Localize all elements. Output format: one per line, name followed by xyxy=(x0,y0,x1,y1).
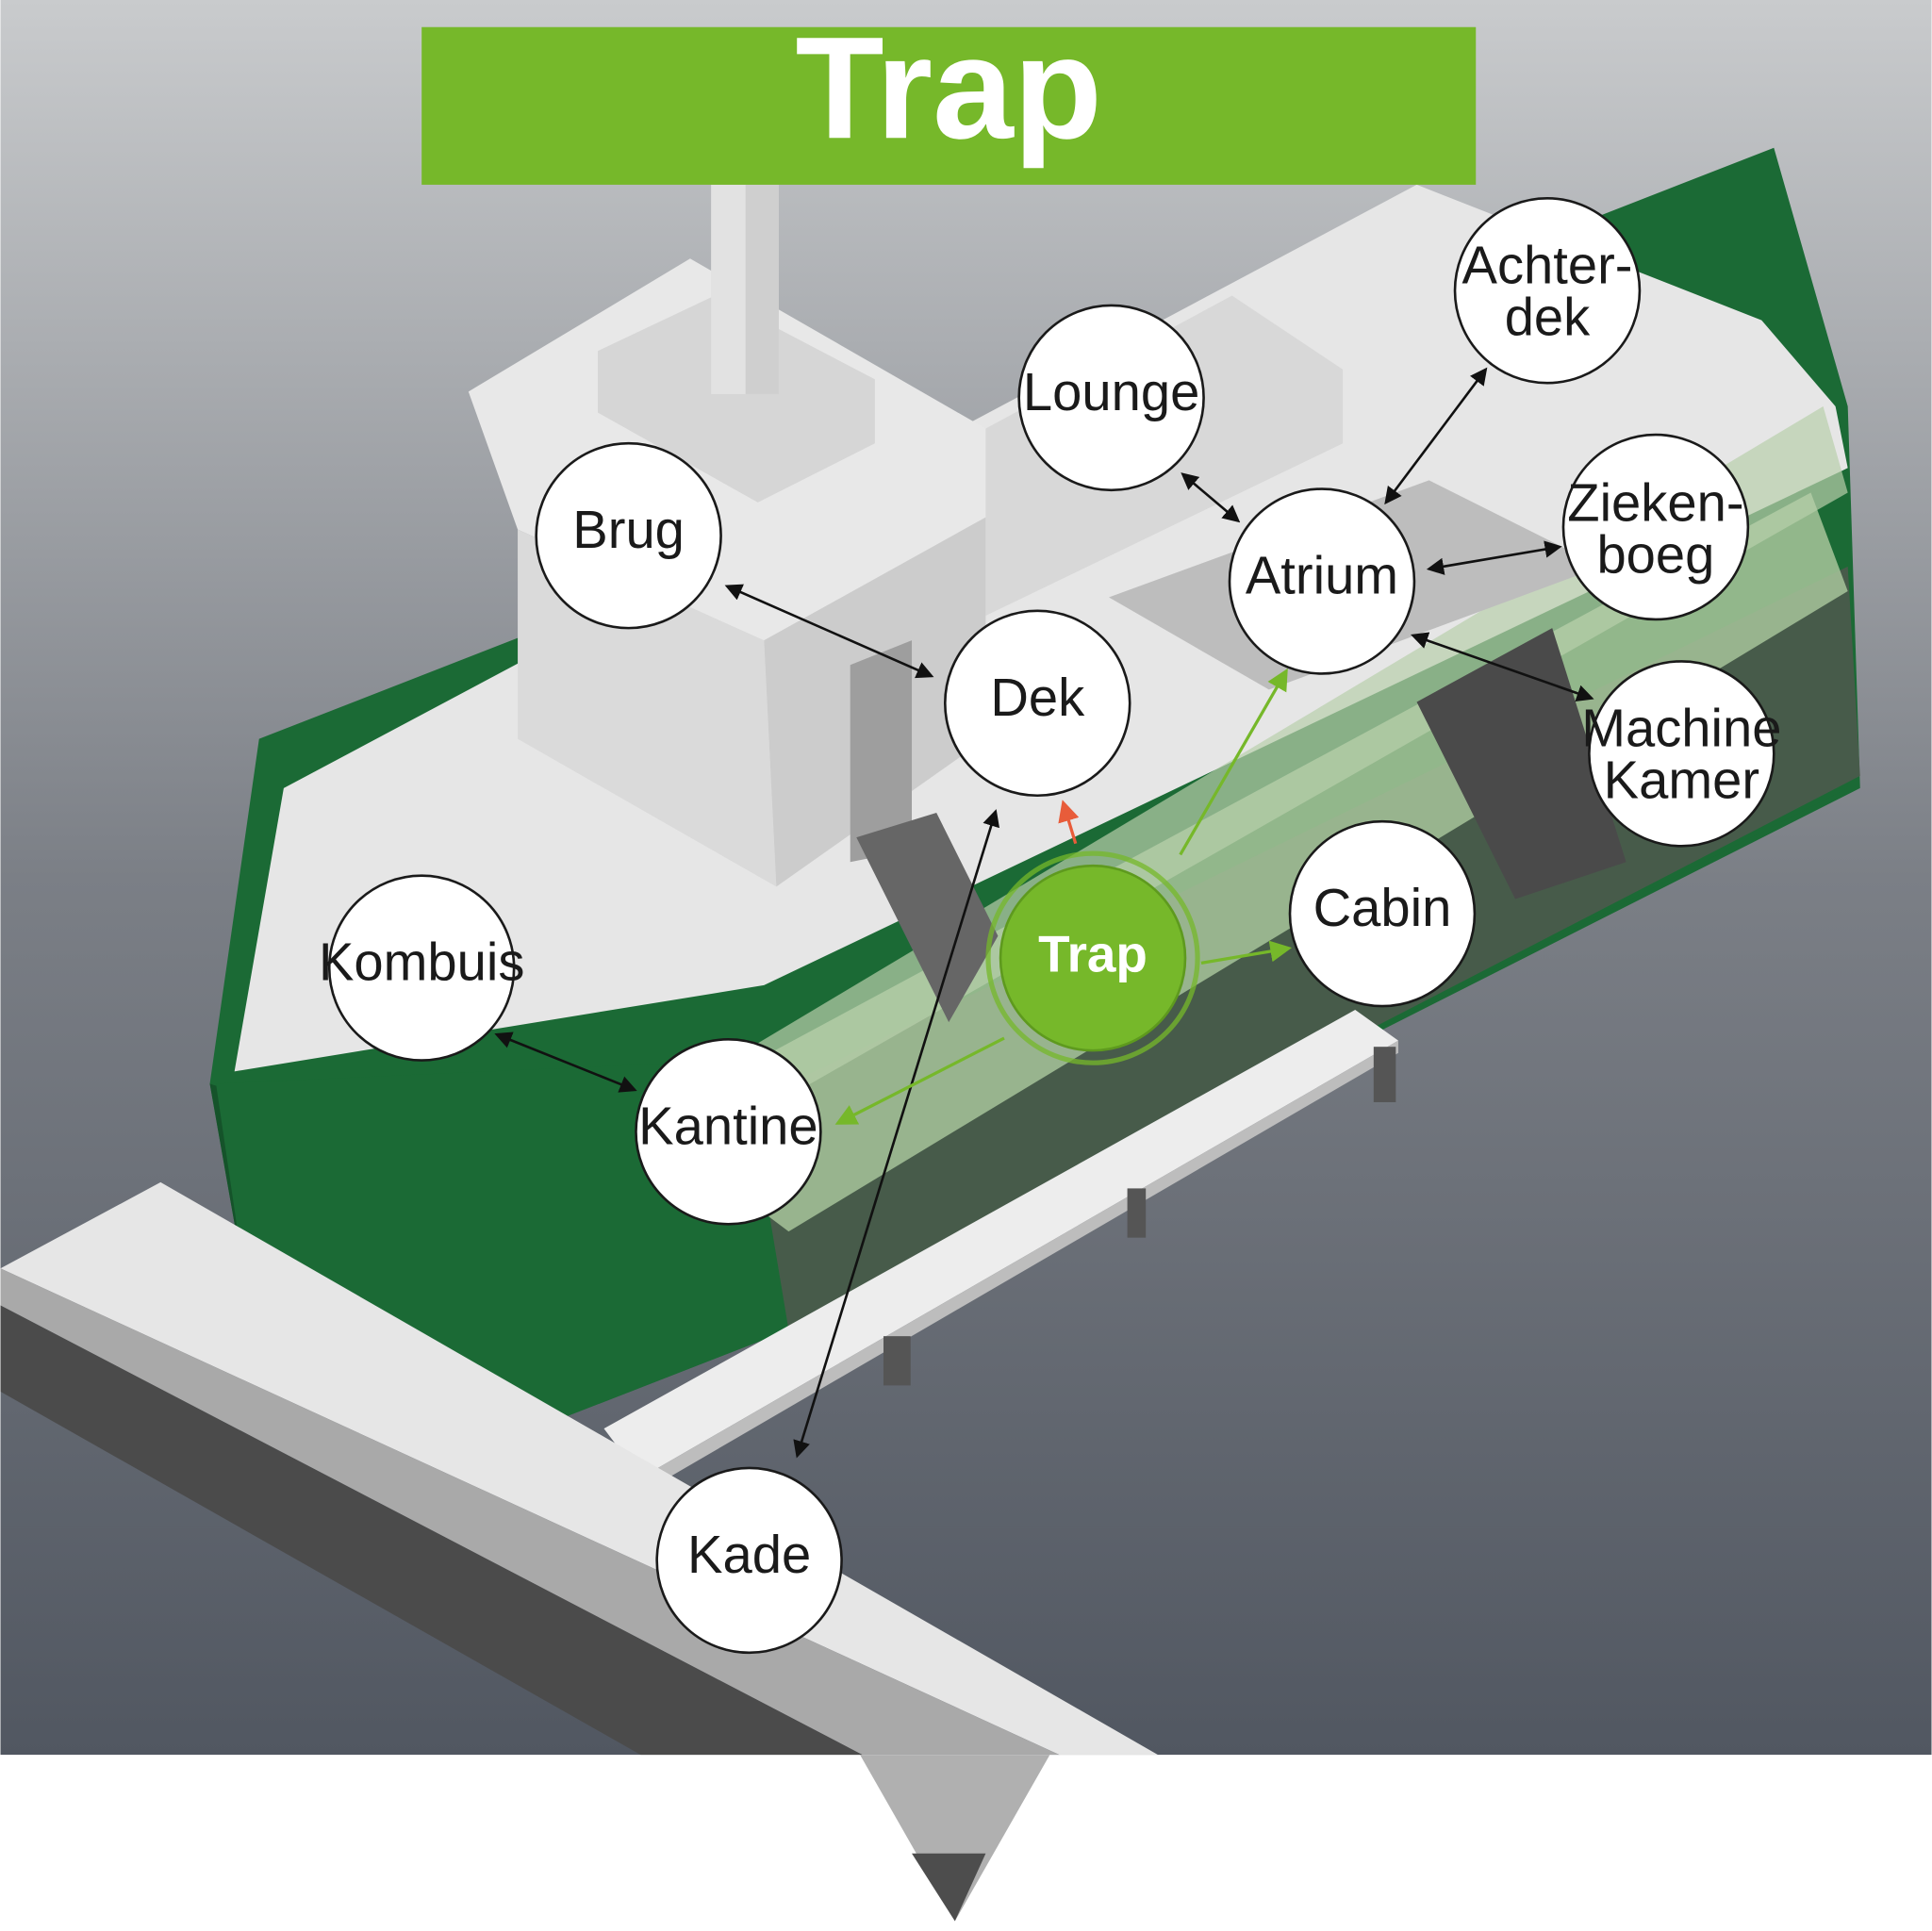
node-dek-label: Dek xyxy=(990,668,1085,727)
node-trap-label: Trap xyxy=(1038,925,1148,983)
node-machine-kamer[interactable]: Machine Kamer xyxy=(1581,660,1781,848)
node-machine-kamer-label-line2: Kamer xyxy=(1604,750,1759,809)
arrow-trap-atrium xyxy=(1179,668,1288,856)
arrow-lounge-atrium xyxy=(1181,472,1241,523)
node-atrium[interactable]: Atrium xyxy=(1228,487,1416,675)
node-lounge[interactable]: Lounge xyxy=(1017,304,1205,492)
pointer xyxy=(860,1755,1050,1922)
node-brug-label: Brug xyxy=(572,500,685,559)
title-bar: Trap xyxy=(421,6,1477,185)
node-kantine-label: Kantine xyxy=(638,1096,817,1155)
node-achterdek-label-line2: dek xyxy=(1505,287,1591,346)
arrow-dek-kade xyxy=(793,809,1000,1459)
page-title: Trap xyxy=(795,6,1101,169)
node-ziekenboeg-label-line2: boeg xyxy=(1596,524,1714,584)
node-ziekenboeg[interactable]: Zieken- boeg xyxy=(1561,433,1750,621)
arrow-trap-dek xyxy=(1058,800,1080,845)
node-kombuis-label: Kombuis xyxy=(319,932,524,992)
arrow-atrium-achterdek xyxy=(1384,367,1488,505)
arrow-trap-kantine xyxy=(834,1036,1005,1125)
node-ziekenboeg-label-line1: Zieken- xyxy=(1567,472,1743,532)
node-machine-kamer-label-line1: Machine xyxy=(1581,699,1781,758)
node-cabin-label: Cabin xyxy=(1313,878,1452,937)
arrow-trap-cabin xyxy=(1200,940,1293,965)
node-cabin[interactable]: Cabin xyxy=(1288,819,1477,1008)
node-lounge-label: Lounge xyxy=(1023,362,1199,421)
connections xyxy=(494,367,1594,1459)
node-trap-active[interactable]: Trap xyxy=(985,850,1200,1065)
arrow-kombuis-kantine xyxy=(494,1032,637,1093)
arrow-brug-dek xyxy=(724,584,934,679)
node-brug[interactable]: Brug xyxy=(535,441,722,630)
arrow-atrium-ziekenboeg xyxy=(1426,540,1562,575)
node-kantine[interactable]: Kantine xyxy=(635,1038,822,1226)
arrow-atrium-machinekamer xyxy=(1411,632,1594,702)
node-kade-label: Kade xyxy=(687,1525,811,1584)
node-achterdek-label-line1: Achter- xyxy=(1461,235,1632,294)
node-kombuis[interactable]: Kombuis xyxy=(319,874,524,1062)
node-dek[interactable]: Dek xyxy=(943,609,1131,798)
node-atrium-label: Atrium xyxy=(1246,546,1398,605)
node-kade[interactable]: Kade xyxy=(655,1466,843,1655)
node-achterdek[interactable]: Achter- dek xyxy=(1453,196,1642,385)
